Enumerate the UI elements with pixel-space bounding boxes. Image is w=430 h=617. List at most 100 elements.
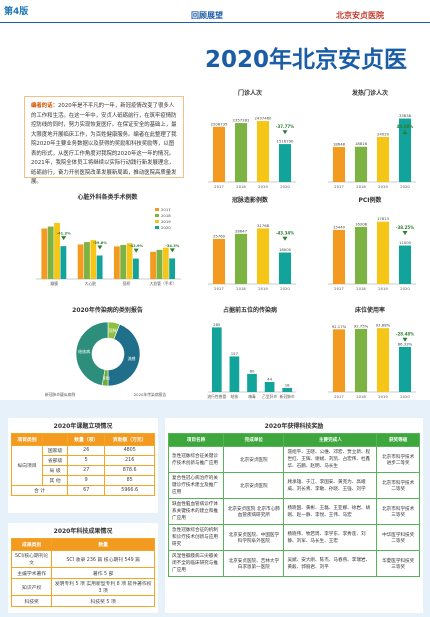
tick-label: 2017 [214, 184, 224, 189]
award-header-name: 项目名称 [167, 433, 225, 447]
data-label: 11000 [399, 240, 412, 245]
legend-swatch [155, 220, 159, 223]
bar [376, 136, 390, 182]
chart-infection-donut: 2020年传染病的类别报告 新冠肺炎 流感 其他 结核病 新冠肺炎疑似病例 2020年传染… [30, 305, 185, 403]
bar [332, 329, 346, 392]
table-cell: 聂绍平、王晓、公维、邓宏、贾立新、程世红、王辉、谢斌、刘凯、占宏伟、杜鑫华、石鹏… [283, 446, 378, 473]
tick-label: 2018 [236, 184, 246, 189]
page-label: 第4版 [4, 7, 29, 17]
bar [41, 228, 48, 279]
data-label: 93.88% [376, 323, 391, 328]
table-cell: 北京安贞医院 [223, 472, 285, 499]
data-label: 16308 [355, 221, 368, 226]
chart-coronary-svg: 25760 2017 28647 2018 31768 2019 18000 2020 -43.… [208, 223, 296, 291]
chart-pci: PCI例数 15440 2017 16308 2018 17813 2019 11000 20… [320, 195, 420, 298]
data-label: 2357281 [233, 118, 250, 123]
change-label: -28.48% [396, 332, 414, 337]
table-cell: 9 [67, 475, 106, 486]
down-arrow-icon [169, 248, 175, 253]
output-panel: 2020年科技成果情况 成果类别 数量 SCI/核心期刊论文 SCI 收录 236… [8, 523, 158, 613]
slice-label: 新冠肺炎 [104, 327, 120, 333]
tick-label: 流行性感冒 [207, 394, 226, 399]
data-label: 15440 [333, 224, 346, 229]
chart-title: 冠脉造影例数 [231, 197, 268, 204]
table-cell: 北京安贞医院 北京市心肺血管疾病研究所 [223, 498, 285, 525]
tick-label: 大心脏 [85, 281, 97, 286]
data-label: 2206735 [211, 121, 228, 126]
table-row: 科技奖 科技奖 5 项 [10, 595, 155, 607]
tick-label: 2018 [236, 286, 246, 291]
project-group-label: 纵向项目 [10, 445, 44, 486]
bar [376, 328, 390, 392]
chart-title: 2020年传染病的类别报告 [72, 307, 143, 314]
bar [376, 221, 390, 284]
output-table: 成果类别 数量 SCI/核心期刊论文 SCI 收录 236 篇 核心期刊 549 … [10, 538, 155, 607]
tick-label: 2019 [258, 286, 268, 291]
down-arrow-icon [61, 236, 67, 241]
tick-label: 2020 [400, 184, 410, 189]
chart-outpatient-svg: 2206735 2017 2357281 2018 2437460 2019 1516790… [208, 116, 296, 189]
table-cell: 中华医学科技奖二等奖 [376, 524, 420, 551]
data-label: 17813 [377, 216, 390, 221]
change-label: -43.34% [276, 231, 294, 236]
bar [211, 327, 222, 392]
tick-label: 2018 [356, 394, 366, 399]
bar [247, 373, 257, 392]
data-label: 33838 [399, 113, 412, 118]
bar [90, 240, 97, 279]
paper-name: 北京安贞医院 [336, 10, 384, 20]
project-panel: 2020年课题立项情况 项目类别 数量（项） 资助额（万元） 纵向项目 国家级 26… [8, 418, 158, 513]
change-label: -37.77% [276, 124, 294, 129]
table-cell: 科技奖 5 项 [51, 595, 155, 607]
table-cell: 5 [67, 455, 106, 466]
up-arrow-icon [402, 130, 408, 135]
chart-fever-svg: 18648 2017 18816 2018 24020 2019 33838 2020 40.8… [328, 113, 416, 189]
table-cell: 北京市科学技术进步二等奖 [376, 446, 420, 473]
bar [54, 223, 60, 279]
chart-surgery: 心脏外科各类手术例数 瓣膜 -41.3% 大心脏 -39.8% 搭桥 -42.9% 大血管（… [30, 192, 185, 293]
tick-label: 2019 [378, 184, 388, 189]
table-cell: 216 [104, 455, 155, 466]
bar [120, 245, 127, 279]
chart-bed-svg: 92.17% 2017 92.75% 2018 93.88% 2019 66.33% 2020… [328, 323, 416, 399]
table-row: 急性冠脉综合征的机制和诊疗技术创新与应用研究 北京安贞医院、中国医学科学院阜外医院… [167, 524, 420, 551]
table-cell: 局 级 [42, 465, 69, 476]
bar [156, 249, 163, 279]
chart-title: PCI例数 [358, 197, 382, 204]
tick-label: 2018 [356, 286, 366, 291]
down-arrow-icon [402, 231, 408, 236]
table-cell: 著作 5 部 [51, 567, 155, 579]
chart-title: 心脏外科各类手术例数 [77, 194, 138, 201]
table-row: SCI/核心期刊论文 SCI 收录 236 篇 核心期刊 549 篇 [10, 550, 155, 568]
bar [354, 226, 368, 284]
pie-slice [75, 321, 109, 386]
data-label: 31768 [257, 223, 270, 228]
table-cell: 北京市科学技术三等奖 [376, 498, 420, 525]
tick-label: 瓣膜 [50, 281, 58, 286]
chart-fever: 发热门诊人次 18648 2017 18816 2018 24020 2019 33838 2… [320, 88, 420, 196]
editor-note-text: 2020年是不平凡的一年，新冠疫情改变了很多人的工作和生活。在这一年中，安贞人砥… [31, 103, 177, 185]
table-cell: 北京安贞医院、中国医学科学院阜外医院 [223, 524, 285, 551]
header-rule [0, 22, 430, 23]
data-label: 28647 [235, 228, 248, 233]
change-label: 40.88% [397, 124, 414, 129]
table-cell: 急性冠脉综合征的机制和诊疗技术创新与应用研究 [167, 524, 225, 551]
project-header-category: 项目类别 [10, 433, 44, 446]
data-label: 18 [285, 382, 290, 387]
chart-surgery-svg: 瓣膜 -41.3% 大心脏 -39.8% 搭桥 -42.9% 大血管（手术） -34.3% 20… [36, 207, 181, 286]
bar [332, 229, 346, 284]
bar [162, 247, 169, 279]
tick-label: 2018 [356, 184, 366, 189]
table-cell: 顾承雄、于江、李国安、黄克为、高峨威、刘长青、李敏、孙晓、王强、刘学 [283, 472, 378, 499]
section-label: 回顾展望 [191, 11, 223, 20]
chart-pci-svg: 15440 2017 16308 2018 17813 2019 11000 2020 -38.… [328, 216, 416, 291]
change-label: -42.9% [129, 244, 143, 248]
bar [354, 146, 368, 182]
tick-label: 大血管（手术） [150, 281, 177, 286]
change-label: -38.25% [396, 225, 414, 230]
legend-swatch [155, 208, 159, 211]
slice-label: 其他 [102, 374, 110, 380]
table-cell: 知识产权 [10, 578, 53, 596]
table-cell: SCI 收录 236 篇 核心期刊 549 篇 [51, 550, 155, 568]
